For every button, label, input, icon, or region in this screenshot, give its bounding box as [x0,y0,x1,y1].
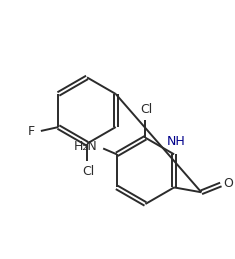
Text: H₂N: H₂N [74,140,98,153]
Text: Cl: Cl [141,103,153,116]
Text: O: O [223,177,233,190]
Text: F: F [28,125,35,138]
Text: NH: NH [166,135,185,148]
Text: Cl: Cl [82,165,94,178]
